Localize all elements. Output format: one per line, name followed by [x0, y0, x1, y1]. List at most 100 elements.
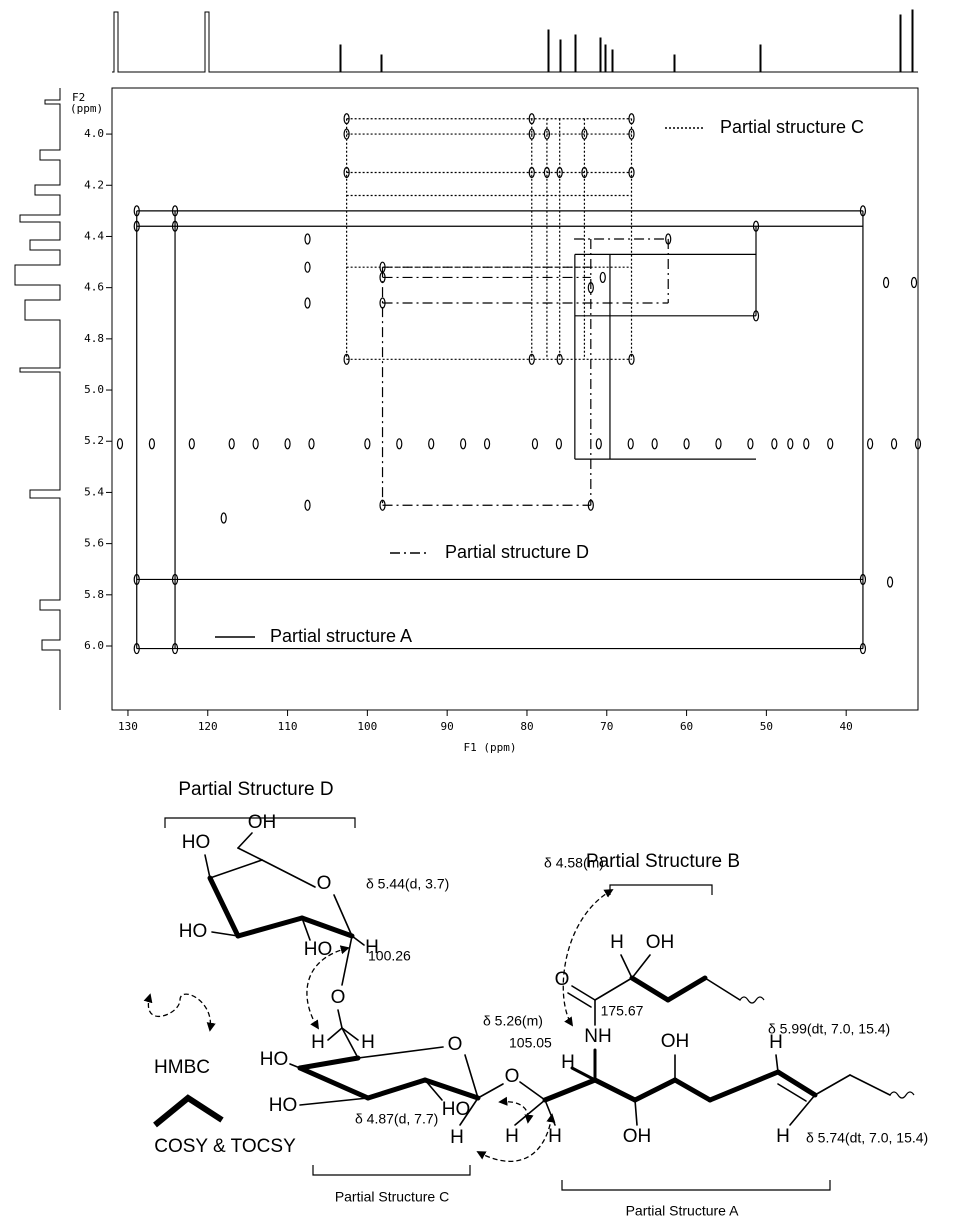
cross-peak — [379, 499, 386, 511]
y-axis-label: (ppm) — [70, 102, 103, 115]
hmbc-arrows — [143, 889, 614, 1162]
cross-peak — [886, 576, 894, 588]
structure-label: NH — [584, 1026, 611, 1047]
structure-label: Partial Structure A — [626, 1203, 739, 1219]
x-tick-label: 110 — [278, 720, 298, 733]
bond — [237, 832, 253, 849]
cross-peak — [133, 220, 140, 232]
bond — [477, 1083, 504, 1099]
bond — [237, 847, 263, 861]
cross-peak — [528, 113, 535, 125]
bond — [211, 931, 239, 937]
cross-peak — [528, 128, 535, 140]
structure-label: O — [448, 1034, 463, 1055]
cross-peak — [556, 166, 563, 179]
bond — [665, 975, 708, 1003]
structure-label: H — [450, 1127, 464, 1148]
f1-projection — [112, 9, 918, 73]
cross-peak — [116, 438, 124, 450]
bond — [357, 1046, 444, 1059]
cross-peak — [188, 438, 195, 450]
cross-peak — [252, 438, 259, 450]
bond — [301, 917, 311, 941]
bond — [814, 1074, 851, 1096]
cross-peak — [304, 499, 311, 511]
cross-peak — [343, 113, 350, 125]
hmbc-legend-arrow — [143, 993, 216, 1032]
cross-peak — [803, 438, 810, 450]
cross-peak — [528, 353, 535, 365]
cross-peak — [771, 438, 778, 450]
bond — [289, 1063, 301, 1069]
cross-peak — [428, 438, 435, 450]
bond — [341, 1027, 359, 1041]
cross-peak — [859, 642, 867, 655]
y-axis-label: F2 — [72, 91, 85, 104]
x-tick-label: 100 — [357, 720, 377, 733]
bracket — [561, 1180, 831, 1191]
bond — [789, 1094, 816, 1126]
cross-peak — [867, 438, 874, 450]
bond — [297, 1055, 361, 1071]
cross-peak — [133, 573, 140, 586]
bond — [519, 1081, 546, 1101]
legend-label: Partial structure A — [270, 626, 412, 646]
bond — [464, 1054, 479, 1099]
cross-peak — [543, 166, 551, 179]
bond — [341, 1027, 359, 1059]
cross-peak — [599, 271, 606, 284]
x-tick-label: 120 — [198, 720, 218, 733]
wavy-bond — [739, 996, 765, 1004]
bond — [592, 1077, 638, 1103]
cross-peak — [910, 276, 918, 289]
cross-peak — [628, 166, 635, 179]
x-tick-label: 40 — [840, 720, 853, 733]
structure-label: O — [505, 1066, 520, 1087]
bond — [672, 1077, 713, 1103]
structure-label: H — [361, 1032, 375, 1053]
cross-peak — [343, 353, 350, 365]
structure-label: H — [505, 1126, 519, 1147]
structure-label: HO — [182, 832, 211, 853]
bond — [341, 935, 353, 986]
structure-label: HO — [269, 1095, 298, 1116]
structure-label: HMBC — [154, 1057, 210, 1078]
y-tick-label: 5.0 — [84, 383, 104, 396]
cross-peak — [228, 438, 235, 450]
bracket — [312, 1165, 471, 1176]
cross-peak — [364, 438, 371, 450]
cross-peak — [304, 261, 311, 273]
cross-peak — [379, 297, 386, 309]
structure-label: HO — [179, 921, 208, 942]
cross-peak — [665, 233, 672, 245]
structure-label: δ 5.74(dt, 7.0, 15.4) — [806, 1130, 928, 1146]
cross-peak — [587, 282, 594, 294]
bond — [632, 1077, 678, 1103]
cross-peak — [284, 438, 291, 450]
cross-peak — [595, 438, 602, 450]
structure-label: HO — [304, 939, 333, 960]
x-tick-label: 60 — [680, 720, 693, 733]
cross-peak — [133, 205, 140, 217]
cosy-legend — [153, 1094, 224, 1128]
cross-peak — [220, 512, 227, 524]
brackets — [153, 817, 915, 1191]
hmbc-arrow — [562, 889, 614, 1027]
bond — [514, 1099, 546, 1126]
structure-label: OH — [661, 1031, 690, 1052]
structure-label: COSY & TOCSY — [154, 1136, 296, 1157]
cross-peak — [543, 128, 551, 140]
bond — [204, 854, 211, 879]
hmbc-arrow — [476, 1113, 556, 1162]
bond — [544, 1099, 556, 1126]
bond — [634, 1099, 638, 1126]
cross-peak — [890, 438, 898, 450]
f2-projection — [14, 88, 61, 710]
structure-label: δ 5.99(dt, 7.0, 15.4) — [768, 1021, 890, 1037]
bond — [297, 1065, 371, 1101]
cross-peak — [752, 310, 760, 322]
x-tick-label: 70 — [600, 720, 613, 733]
structure-label: δ 4.87(d, 7.7) — [355, 1111, 438, 1127]
cross-peak — [396, 438, 403, 450]
